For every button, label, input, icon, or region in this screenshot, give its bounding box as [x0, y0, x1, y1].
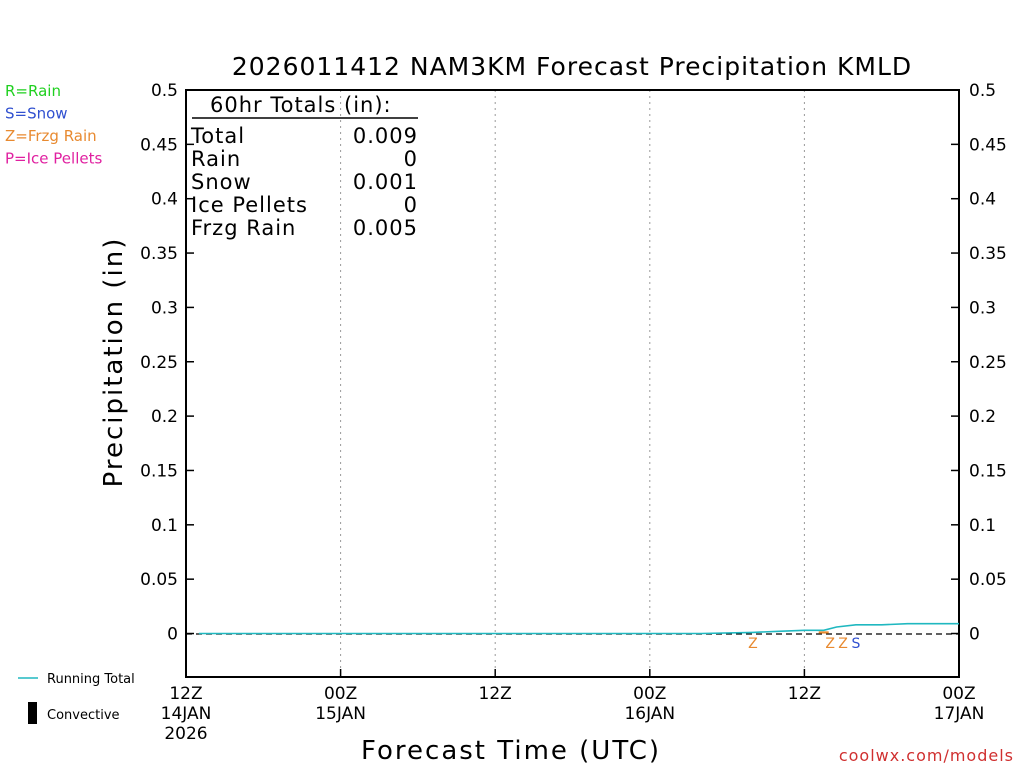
y-tick-label-right: 0.15 — [969, 461, 1007, 481]
series-legend-label: Convective — [47, 708, 120, 723]
totals-rows: Total 0.009 Rain 0 Snow 0.001 Ice Pellets 0 Frzg… — [190, 124, 418, 240]
y-tick-label-right: 0.05 — [969, 570, 1007, 590]
running-total-line — [198, 622, 959, 635]
series-lines — [198, 622, 959, 635]
convective-bars — [818, 631, 829, 634]
x-tick-label: 00Z — [633, 684, 666, 704]
precip-type-legend: R=Rain S=Snow Z=Frzg Rain P=Ice Pellets — [5, 82, 102, 168]
x-axis-label: Forecast Time (UTC) — [361, 736, 661, 766]
type-legend-item: S=Snow — [5, 105, 68, 123]
y-tick-label-right: 0 — [969, 625, 980, 645]
y-tick-label-right: 0.45 — [969, 135, 1007, 155]
y-tick-label: 0.05 — [140, 570, 178, 590]
x-tick-label: 00Z — [324, 684, 357, 704]
y-tick-label: 0.45 — [140, 135, 178, 155]
series-legend: Running Total Convective — [18, 672, 135, 724]
totals-value: 0.001 — [353, 170, 418, 194]
y-tick-label: 0 — [167, 625, 178, 645]
precip-type-marker: Z — [838, 636, 848, 652]
y-tick-label-right: 0.25 — [969, 353, 1007, 373]
x-tick-year: 2026 — [164, 724, 207, 744]
y-axis-right: 0 0.05 0.1 0.15 0.2 0.25 0.3 0.35 0.4 0.45 0.5 — [951, 81, 1007, 645]
x-tick-label: 12Z — [479, 684, 512, 704]
y-axis-label: Precipitation (in) — [99, 237, 129, 488]
y-tick-label: 0.35 — [140, 244, 178, 264]
y-tick-label: 0.5 — [151, 81, 178, 101]
series-legend-label: Running Total — [47, 672, 135, 687]
y-tick-label: 0.15 — [140, 461, 178, 481]
x-tick-date: 17JAN — [934, 704, 985, 724]
y-tick-label-right: 0.3 — [969, 298, 996, 318]
totals-value: 0.009 — [353, 124, 418, 148]
type-legend-item: Z=Frzg Rain — [5, 127, 97, 145]
y-tick-label-right: 0.5 — [969, 81, 996, 101]
credit-text: coolwx.com/models — [839, 746, 1014, 765]
type-legend-item: P=Ice Pellets — [5, 150, 102, 168]
x-tick-label: 12Z — [788, 684, 821, 704]
totals-label: Frzg Rain — [191, 216, 296, 240]
y-tick-label: 0.2 — [151, 407, 178, 427]
x-tick-label: 12Z — [169, 684, 202, 704]
totals-value: 0 — [404, 193, 418, 217]
totals-value: 0 — [404, 147, 418, 171]
totals-label: Snow — [191, 170, 252, 194]
precip-type-marker: Z — [748, 636, 758, 652]
x-tick-date: 14JAN — [161, 704, 212, 724]
y-tick-label-right: 0.4 — [969, 190, 996, 210]
chart-title: 2026011412 NAM3KM Forecast Precipitation… — [232, 52, 912, 81]
y-tick-label: 0.1 — [151, 516, 178, 536]
legend-bar-swatch — [28, 702, 37, 724]
x-tick-date: 16JAN — [624, 704, 675, 724]
type-legend-item: R=Rain — [5, 82, 61, 100]
y-tick-label-right: 0.1 — [969, 516, 996, 536]
x-tick-date: 15JAN — [315, 704, 366, 724]
plot-frame — [185, 89, 960, 678]
y-tick-label-right: 0.2 — [969, 407, 996, 427]
precip-type-marker: Z — [825, 636, 835, 652]
y-tick-label: 0.25 — [140, 353, 178, 373]
totals-header: 60hr Totals (in): — [210, 93, 392, 117]
totals-label: Rain — [191, 147, 241, 171]
totals-label: Total — [190, 124, 245, 148]
convective-bar — [818, 631, 829, 634]
vertical-gridlines — [340, 90, 805, 677]
y-axis-left: 0 0.05 0.1 0.15 0.2 0.25 0.3 0.35 0.4 0.45 0.5 — [140, 81, 194, 645]
y-tick-label-right: 0.35 — [969, 244, 1007, 264]
totals-box: 60hr Totals (in): Total 0.009 Rain 0 Snow 0.0… — [190, 93, 418, 240]
totals-value: 0.005 — [353, 216, 418, 240]
x-tick-label: 00Z — [942, 684, 975, 704]
precip-type-marker: S — [851, 636, 860, 652]
totals-label: Ice Pellets — [191, 193, 308, 217]
y-tick-label: 0.3 — [151, 298, 178, 318]
y-tick-label: 0.4 — [151, 190, 178, 210]
